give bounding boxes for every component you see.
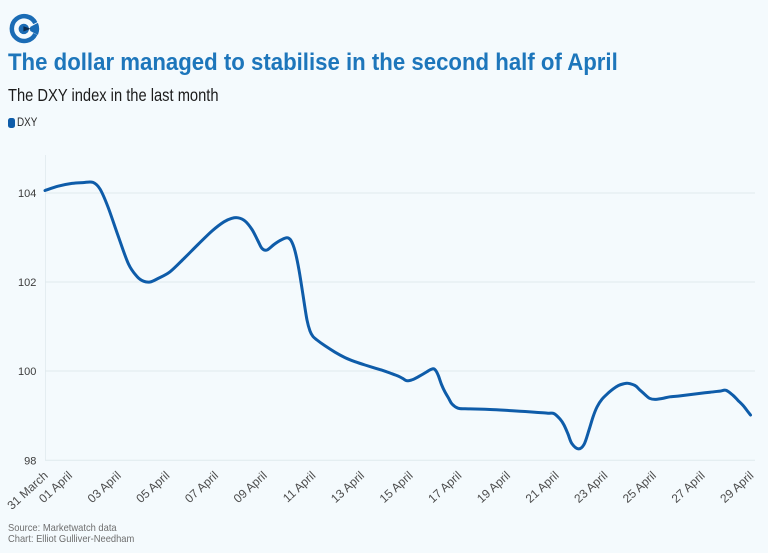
svg-text:21 April: 21 April <box>523 468 562 505</box>
svg-text:102: 102 <box>18 277 36 289</box>
svg-text:11 April: 11 April <box>280 468 318 505</box>
svg-text:09 April: 09 April <box>231 468 270 505</box>
svg-text:100: 100 <box>18 366 36 378</box>
svg-text:19 April: 19 April <box>474 468 513 505</box>
svg-text:104: 104 <box>18 188 36 200</box>
svg-text:25 April: 25 April <box>620 468 659 505</box>
svg-text:23 April: 23 April <box>571 468 610 505</box>
svg-text:29 April: 29 April <box>717 468 756 505</box>
svg-text:27 April: 27 April <box>669 468 708 505</box>
svg-text:05 April: 05 April <box>133 468 172 505</box>
svg-text:17 April: 17 April <box>425 468 464 505</box>
svg-text:03 April: 03 April <box>85 468 124 505</box>
svg-text:07 April: 07 April <box>182 468 221 505</box>
svg-text:98: 98 <box>24 455 36 467</box>
svg-text:15 April: 15 April <box>377 468 416 505</box>
svg-text:13 April: 13 April <box>328 468 367 505</box>
